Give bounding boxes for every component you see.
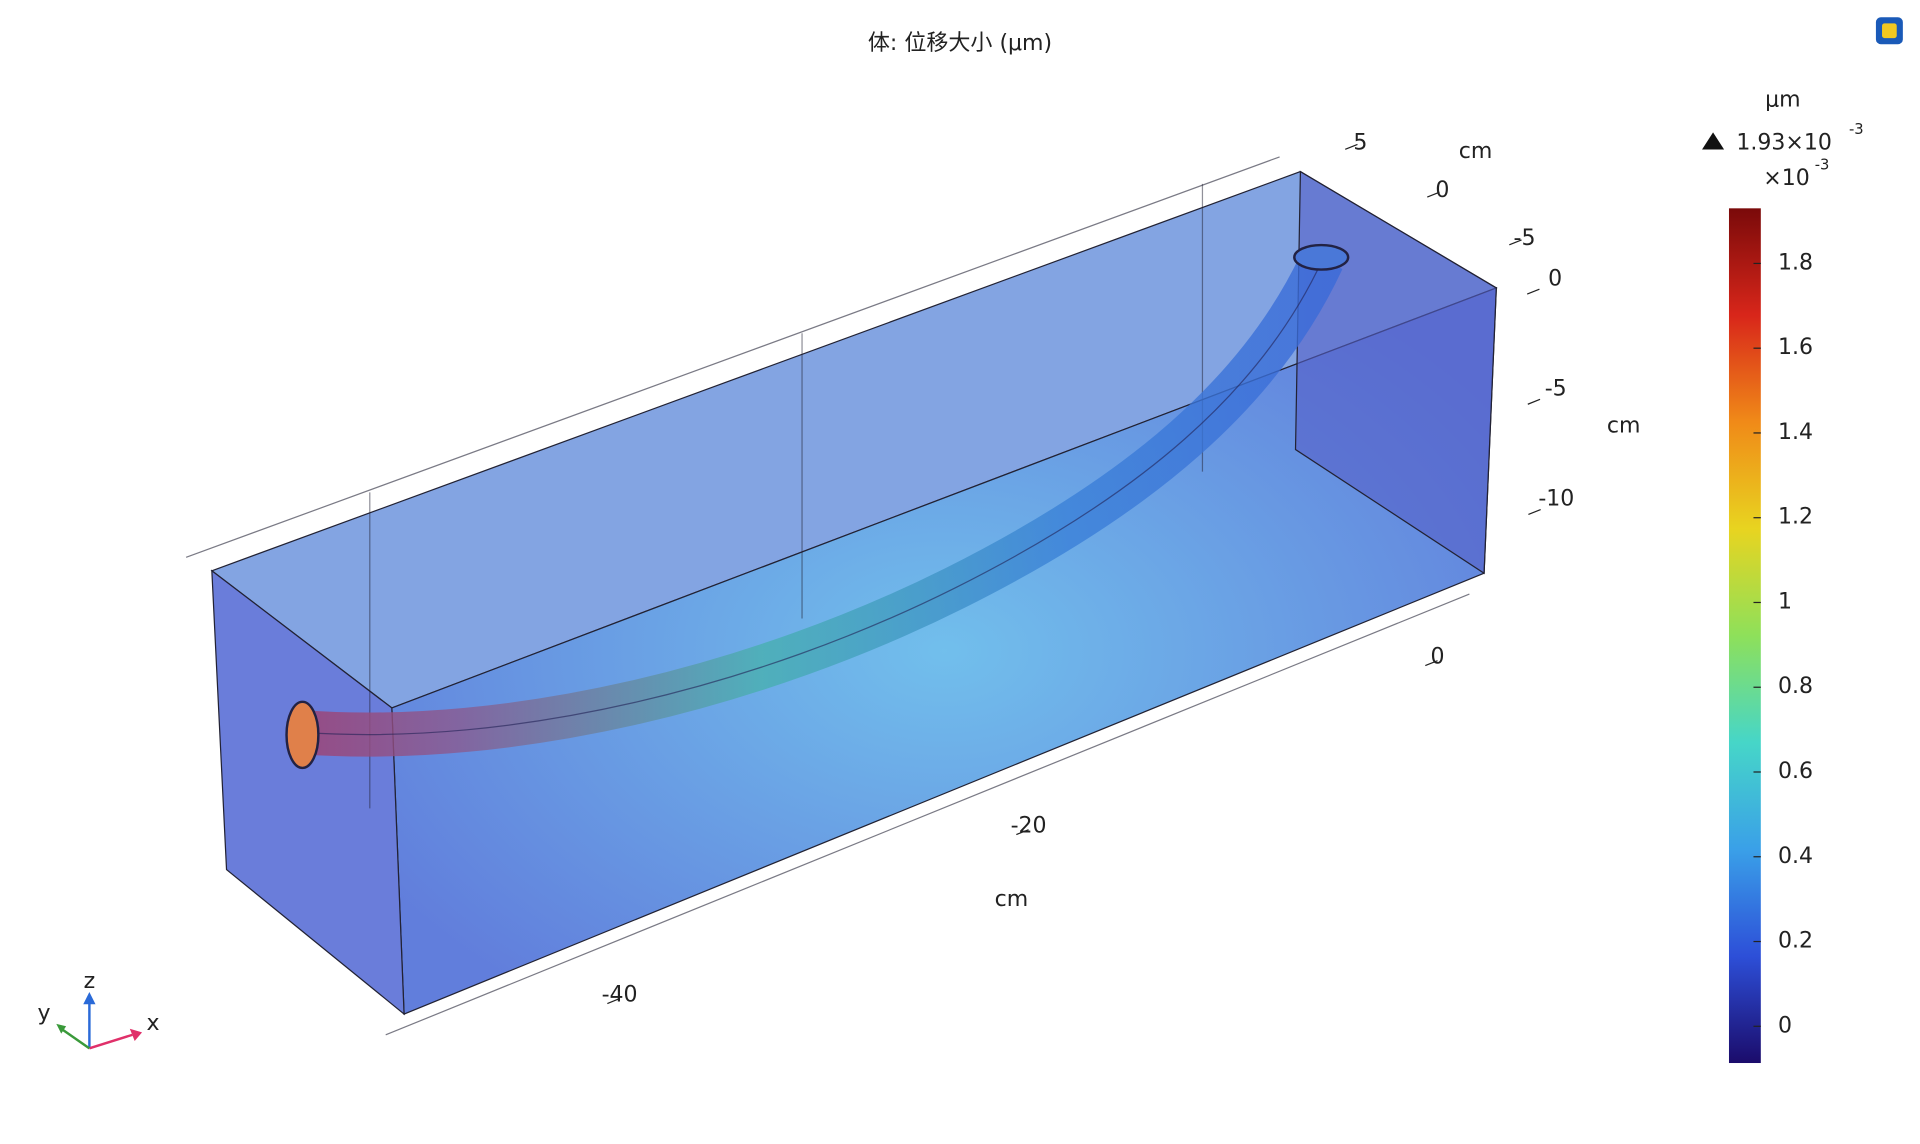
- x-tick-label: -40: [602, 983, 638, 1008]
- z-axis-label: cm: [1607, 413, 1641, 438]
- x-tick-label: 0: [1431, 645, 1445, 670]
- y-tick: [1427, 191, 1440, 198]
- z-tick-label: -10: [1538, 487, 1574, 512]
- title: 体: 位移大小 (μm): [868, 31, 1052, 56]
- colorbar-max-exponent: -3: [1849, 121, 1864, 138]
- y-tick-label: 0: [1435, 178, 1449, 203]
- y-tick: [1344, 143, 1358, 150]
- colorbar-tick-label: 0.8: [1778, 674, 1813, 699]
- colorbar-tick-label: 1.4: [1778, 420, 1813, 445]
- x-axis-label: cm: [995, 887, 1029, 912]
- colorbar-tick-label: 1: [1778, 589, 1792, 614]
- colorbar-tick-label: 1.6: [1778, 335, 1813, 360]
- x-tick-label: -20: [1011, 814, 1047, 839]
- x-tick: [1016, 829, 1029, 836]
- x-tick: [607, 998, 620, 1005]
- triad-z: z: [84, 969, 96, 994]
- z-tick: [1528, 508, 1541, 516]
- colorbar: [1728, 208, 1761, 1064]
- colorbar-tick-label: 0.6: [1778, 759, 1813, 784]
- colorbar-tick-label: 0.2: [1778, 929, 1813, 954]
- logo[interactable]: [1875, 17, 1903, 45]
- triad-y: y: [38, 1001, 51, 1026]
- y-axis-label: cm: [1459, 139, 1493, 164]
- colorbar-multiplier-exponent: -3: [1815, 156, 1830, 173]
- axis-triad: [56, 992, 143, 1050]
- z-tick: [1527, 398, 1541, 405]
- colorbar-max-label: 1.93×10: [1736, 130, 1832, 155]
- x-tick: [1425, 660, 1438, 667]
- colorbar-multiplier: ×10: [1763, 166, 1810, 191]
- z-tick-label: -5: [1545, 377, 1567, 402]
- y-tick-label: 5: [1353, 130, 1367, 155]
- colorbar-tick-label: 1.8: [1778, 250, 1813, 275]
- z-tick: [1526, 288, 1540, 295]
- colorbar-tick-label: 1.2: [1778, 505, 1813, 530]
- domain-box: [185, 156, 1498, 1036]
- y-tick: [1509, 239, 1522, 246]
- colorbar-tick-label: 0.4: [1778, 844, 1813, 869]
- triad-x: x: [147, 1011, 160, 1036]
- tube: [285, 243, 1350, 770]
- colorbar-unit: μm: [1765, 88, 1800, 113]
- z-tick-label: 0: [1548, 266, 1562, 291]
- colorbar-tick-label: 0: [1778, 1013, 1792, 1038]
- colorbar-max-marker: [1702, 132, 1725, 150]
- y-tick-label: -5: [1514, 226, 1536, 251]
